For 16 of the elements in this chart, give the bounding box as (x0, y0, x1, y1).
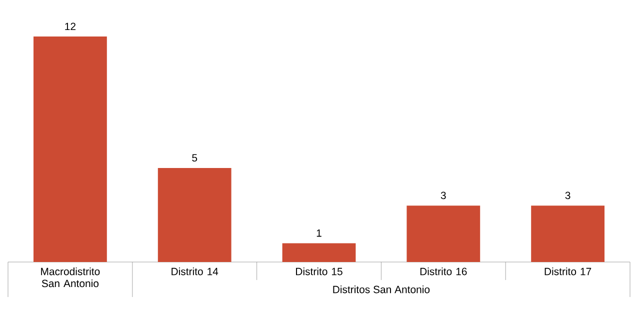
data-label: 5 (192, 154, 198, 162)
x-tick-label: Distrito 16 (420, 268, 467, 276)
x-tick-label: Distrito 15 (296, 268, 342, 276)
x-tick-label: Distrito 17 (544, 268, 592, 276)
bar (158, 168, 232, 262)
bar (531, 206, 605, 262)
x-tick-label: Macrodistrito San Antonio (41, 268, 100, 288)
bar (34, 36, 107, 262)
data-label: 12 (65, 22, 76, 30)
x-tick-label: Distrito 14 (172, 268, 218, 276)
bar (282, 243, 356, 262)
data-label: 3 (565, 192, 570, 200)
data-label: 3 (440, 192, 446, 200)
data-label: 1 (316, 230, 322, 237)
text: Distritos San Antonio (333, 286, 430, 294)
bar (406, 206, 480, 262)
